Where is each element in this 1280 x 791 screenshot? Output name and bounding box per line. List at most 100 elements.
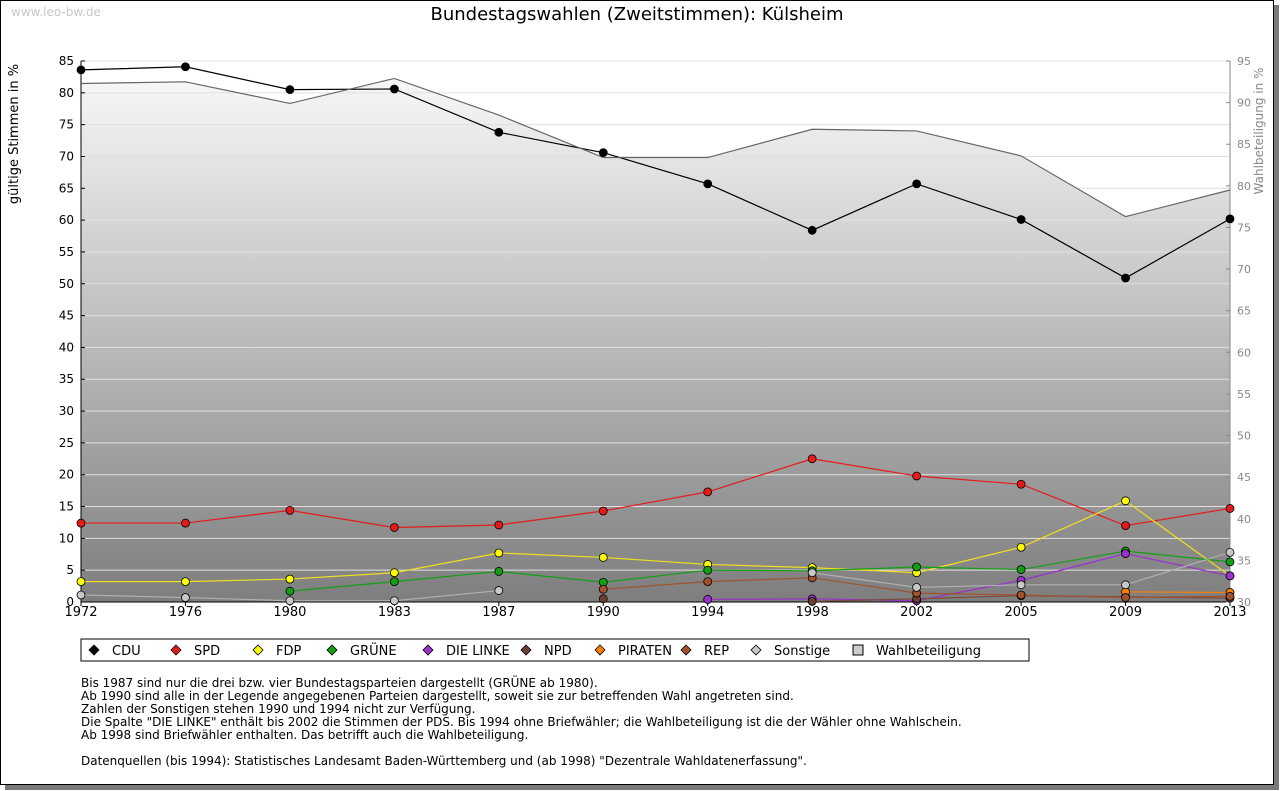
notes-block: Bis 1987 sind nur die drei bzw. vier Bun… xyxy=(81,677,962,768)
note-line: Ab 1990 sind alle in der Legende angegeb… xyxy=(81,689,794,703)
data-point-spd xyxy=(703,487,713,497)
y2-tick-label: 35 xyxy=(1237,554,1251,567)
data-point-cdu xyxy=(807,225,817,235)
x-tick-label: 2009 xyxy=(1109,605,1142,620)
data-point-sonstige xyxy=(807,568,817,578)
data-point-cdu xyxy=(1121,273,1130,283)
note-line: Ab 1998 sind Briefwähler enthalten. Das … xyxy=(81,728,529,742)
legend-marker xyxy=(750,644,762,656)
data-point-sonstige xyxy=(181,593,190,602)
data-point-spd xyxy=(494,520,504,530)
y-tick-label: 35 xyxy=(59,372,74,386)
data-point-rep xyxy=(1121,593,1130,602)
data-point-fdp xyxy=(76,577,86,587)
legend-label: FDP xyxy=(276,644,301,659)
data-sources: Datenquellen (bis 1994): Statistisches L… xyxy=(81,754,807,768)
y2-tick-label: 85 xyxy=(1237,138,1251,151)
y-tick-label: 40 xyxy=(59,340,74,354)
note-line: Zahlen der Sonstigen stehen 1990 und 199… xyxy=(81,702,476,716)
election-chart: 0 5 10 15 20 25 30 35 40 45 50 55 60 65 70 75 80 85 30 35 40… xyxy=(7,54,1266,662)
series-points-layer xyxy=(76,62,1235,606)
y2-tick-label: 50 xyxy=(1237,430,1251,443)
legend-marker xyxy=(252,644,264,656)
legend: CDU SPD FDP GRÜNE DIE LINKE NPD PIRATEN REP Sons… xyxy=(80,638,1030,662)
data-point-fdp xyxy=(598,553,608,562)
y-tick-label: 0 xyxy=(66,595,74,609)
x-tick-label: 1987 xyxy=(482,605,515,620)
legend-label: Wahlbeteiligung xyxy=(876,644,981,659)
legend-box xyxy=(80,638,1030,662)
data-point-sonstige xyxy=(1121,580,1130,590)
data-point-cdu xyxy=(1225,214,1235,224)
turnout-area xyxy=(81,78,1230,603)
legend-marker xyxy=(422,644,434,656)
y-tick-label: 85 xyxy=(59,54,74,68)
y-tick-label: 30 xyxy=(59,404,74,418)
x-tick-label: 1980 xyxy=(273,605,306,620)
legend-label: REP xyxy=(704,644,729,659)
y2-tick-label: 75 xyxy=(1237,221,1251,234)
data-point-sonstige xyxy=(1016,580,1026,590)
data-point-cdu xyxy=(598,148,608,158)
data-point-fdp xyxy=(494,548,504,558)
series-line-die-linke xyxy=(707,553,1231,602)
y-tick-label: 75 xyxy=(59,118,74,132)
data-point-grüne xyxy=(494,567,504,576)
y-tick-label: 20 xyxy=(59,468,74,482)
data-point-sonstige xyxy=(494,586,504,595)
data-point-fdp xyxy=(1016,542,1026,552)
data-point-spd xyxy=(285,505,295,515)
y-tick-label: 65 xyxy=(59,181,74,195)
y-tick-label: 55 xyxy=(59,245,74,259)
series-line-wahlbeteiligung xyxy=(80,77,1231,218)
data-point-cdu xyxy=(389,84,399,94)
y-tick-label: 70 xyxy=(59,149,74,163)
data-point-spd xyxy=(598,506,608,516)
y2-tick-label: 55 xyxy=(1237,388,1251,401)
data-point-die-linke xyxy=(1225,571,1235,581)
legend-label: SPD xyxy=(194,644,220,659)
data-point-grüne xyxy=(1225,557,1235,567)
y-tick-label: 50 xyxy=(59,277,74,291)
data-point-cdu xyxy=(703,179,713,189)
y2-tick-label: 65 xyxy=(1237,305,1251,318)
y-axis-title: gültige Stimmen in % xyxy=(7,64,22,204)
y-tick-label: 15 xyxy=(59,500,74,514)
watermark: www.leo-bw.de xyxy=(11,5,101,19)
data-point-sonstige xyxy=(389,596,399,606)
chart-title: Bundestagswahlen (Zweitstimmen): Külshei… xyxy=(430,4,844,25)
y-tick-label: 10 xyxy=(59,531,74,545)
legend-label: NPD xyxy=(544,644,572,659)
y-tick-label: 45 xyxy=(59,309,74,323)
y2-axis-title: Wahlbeteiligung in % xyxy=(1252,68,1266,195)
y2-tick-label: 30 xyxy=(1237,596,1251,609)
y2-tick-label: 90 xyxy=(1237,97,1251,110)
y-tick-label: 5 xyxy=(66,563,74,577)
data-point-fdp xyxy=(389,568,399,578)
data-point-grüne xyxy=(912,562,922,572)
data-point-rep xyxy=(598,584,608,594)
data-point-cdu xyxy=(76,65,86,75)
series-line-cdu xyxy=(80,66,1231,279)
turnout-area-layer xyxy=(81,78,1230,603)
y-tick-label: 60 xyxy=(59,213,74,227)
series-line-grüne xyxy=(289,550,1231,592)
data-point-spd xyxy=(181,518,190,528)
data-point-fdp xyxy=(285,574,295,584)
data-point-spd xyxy=(76,518,86,528)
legend-label: GRÜNE xyxy=(350,642,397,659)
data-point-cdu xyxy=(494,127,504,137)
data-point-cdu xyxy=(1016,215,1026,224)
data-point-rep xyxy=(1016,590,1026,600)
legend-marker xyxy=(170,644,182,656)
series-line-fdp xyxy=(81,500,1231,583)
legend-marker xyxy=(594,644,606,656)
data-point-die-linke xyxy=(703,595,713,604)
data-point-sonstige xyxy=(912,582,922,592)
data-point-rep xyxy=(1225,591,1235,601)
x-tick-label: 1994 xyxy=(691,605,724,620)
x-tick-label: 1972 xyxy=(64,605,97,620)
y2-tick-label: 95 xyxy=(1237,55,1251,68)
data-point-rep xyxy=(703,577,713,587)
legend-label: PIRATEN xyxy=(618,644,672,659)
